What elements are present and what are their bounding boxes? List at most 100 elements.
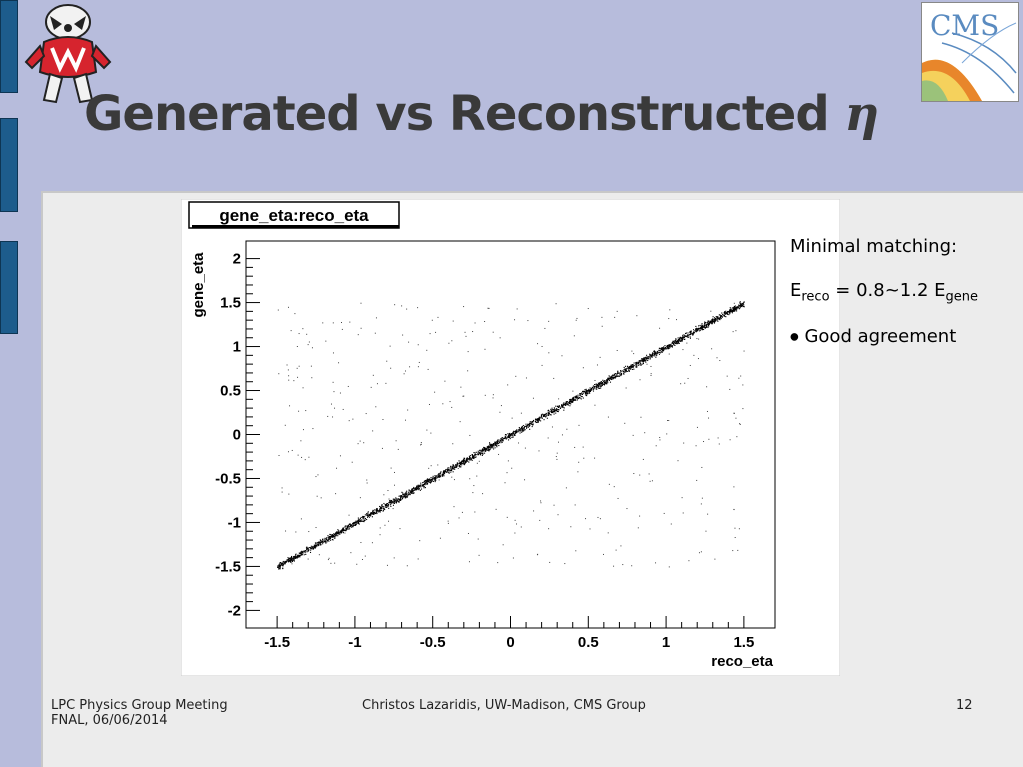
data-point (403, 493, 405, 495)
data-point (595, 384, 597, 386)
data-point (606, 381, 608, 383)
data-point (433, 477, 435, 479)
data-point (363, 521, 365, 523)
data-point (461, 460, 463, 462)
data-point (323, 539, 326, 541)
data-point (655, 351, 657, 353)
data-point (548, 410, 550, 412)
data-point (584, 391, 586, 393)
data-point (580, 398, 582, 400)
data-point (482, 452, 484, 454)
data-point (464, 461, 466, 463)
outlier-point (582, 446, 584, 448)
data-point (279, 562, 281, 564)
outlier-point (285, 530, 287, 532)
outlier-point (372, 374, 374, 376)
data-point (318, 541, 320, 543)
data-point (667, 346, 669, 348)
outlier-point (407, 409, 409, 411)
data-point (367, 515, 369, 517)
outlier-point (633, 473, 635, 475)
data-point (392, 498, 394, 500)
data-point (598, 384, 600, 386)
data-point (372, 510, 374, 512)
data-point (429, 479, 431, 481)
data-point (489, 447, 491, 449)
data-point (438, 475, 440, 477)
data-point (553, 409, 555, 411)
data-point (715, 319, 717, 321)
data-point (536, 421, 538, 424)
data-point (478, 451, 480, 453)
data-point (492, 446, 494, 448)
outlier-point (697, 358, 699, 360)
data-point (356, 521, 358, 523)
data-point (701, 325, 703, 328)
data-point (599, 382, 601, 384)
data-point (299, 552, 301, 555)
data-point (527, 424, 529, 426)
outlier-point (742, 408, 744, 410)
outlier-point (515, 375, 517, 377)
data-point (696, 330, 698, 332)
data-point (685, 332, 687, 334)
data-point (611, 378, 613, 381)
data-point (524, 429, 526, 431)
data-point (609, 377, 611, 379)
data-point (452, 471, 454, 473)
data-point (655, 355, 657, 357)
data-point (519, 430, 521, 432)
outlier-point (467, 532, 469, 534)
data-point (280, 564, 282, 566)
data-point (330, 539, 332, 541)
outlier-point (320, 497, 322, 499)
data-point (460, 464, 462, 466)
data-point (345, 525, 347, 527)
data-point (573, 397, 575, 399)
data-point (378, 511, 380, 513)
data-point (564, 402, 566, 404)
data-point (294, 554, 297, 556)
data-point (576, 397, 578, 399)
data-point (310, 547, 312, 550)
data-point (738, 305, 740, 307)
data-point (402, 494, 404, 496)
data-point (330, 535, 333, 537)
data-point (620, 372, 622, 374)
data-point (370, 512, 372, 514)
data-point (508, 436, 510, 438)
data-point (570, 403, 572, 405)
data-point (367, 512, 369, 514)
data-point (565, 402, 567, 404)
outlier-point (499, 337, 501, 339)
data-point (715, 316, 717, 318)
data-point (509, 435, 511, 437)
data-point (608, 375, 610, 377)
data-point (670, 344, 672, 346)
data-point (408, 490, 410, 492)
data-point (425, 480, 428, 482)
data-point (545, 415, 548, 417)
outlier-point (361, 558, 363, 560)
outlier-point (506, 472, 508, 474)
data-point (378, 509, 380, 511)
outlier-point (683, 442, 685, 444)
y-axis-label: gene_eta (190, 252, 207, 318)
data-point (465, 460, 467, 462)
data-point (643, 360, 645, 362)
data-point (448, 472, 450, 474)
data-point (353, 522, 355, 524)
energy-sub-gene: gene (945, 289, 979, 305)
data-point (464, 463, 466, 465)
data-point (675, 341, 677, 343)
data-point (459, 462, 461, 464)
data-point (460, 462, 463, 464)
data-point (507, 436, 509, 438)
y-tick-label: 2 (233, 251, 241, 268)
data-point (322, 543, 324, 545)
outlier-point (639, 474, 641, 476)
outlier-point (596, 364, 598, 366)
data-point (307, 547, 309, 549)
data-point (654, 351, 656, 354)
data-point (447, 468, 449, 470)
